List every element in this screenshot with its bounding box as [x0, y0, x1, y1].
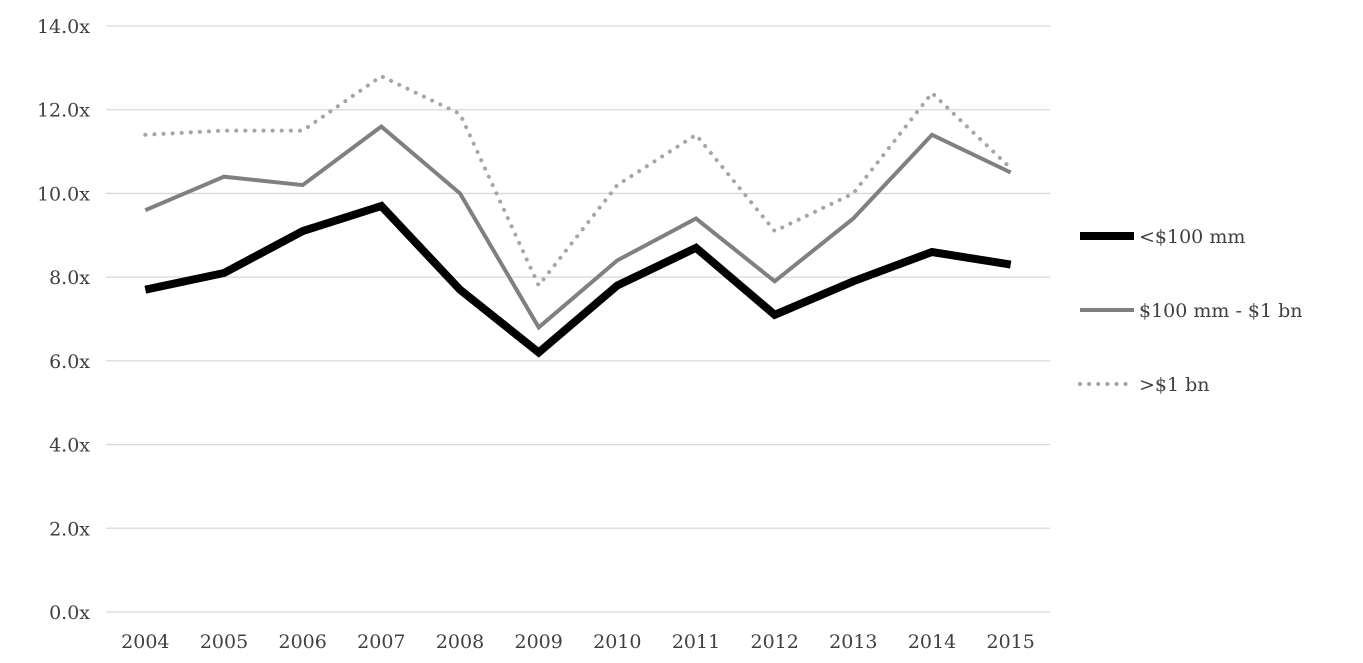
y-tick-label: 0.0x: [49, 602, 90, 624]
y-axis: 0.0x 2.0x 4.0x 6.0x 8.0x 10.0x 12.0x 14.0x: [37, 16, 90, 624]
series-line-0: [144, 201, 1012, 358]
x-tick-label: 2006: [278, 631, 326, 653]
y-tick-label: 10.0x: [37, 183, 90, 205]
x-tick-label: 2004: [121, 631, 169, 653]
gridlines: [106, 25, 1050, 613]
y-tick-label: 6.0x: [49, 351, 90, 373]
y-tick-label: 14.0x: [37, 16, 90, 38]
y-tick-label: 12.0x: [37, 100, 90, 122]
legend-label: $100 mm - $1 bn: [1139, 300, 1303, 322]
legend-label: <$100 mm: [1139, 226, 1245, 248]
legend: <$100 mm $100 mm - $1 bn >$1 bn: [1078, 226, 1303, 396]
x-tick-label: 2014: [908, 631, 956, 653]
y-tick-label: 2.0x: [49, 518, 90, 540]
x-tick-label: 2013: [829, 631, 877, 653]
series-line-1: [144, 123, 1012, 331]
x-tick-label: 2010: [593, 631, 641, 653]
legend-label: >$1 bn: [1139, 374, 1210, 396]
x-tick-label: 2005: [200, 631, 248, 653]
x-tick-label: 2007: [357, 631, 405, 653]
series-lines: [143, 73, 1013, 358]
y-tick-label: 4.0x: [49, 435, 90, 457]
x-tick-label: 2011: [672, 631, 720, 653]
y-tick-label: 8.0x: [49, 267, 90, 289]
x-tick-label: 2012: [750, 631, 798, 653]
series-line-2: [143, 73, 1013, 290]
x-tick-label: 2008: [436, 631, 484, 653]
x-tick-label: 2009: [514, 631, 562, 653]
x-tick-label: 2015: [986, 631, 1034, 653]
x-axis: 2004 2005 2006 2007 2008 2009 2010 2011 2012 2013…: [121, 631, 1035, 653]
